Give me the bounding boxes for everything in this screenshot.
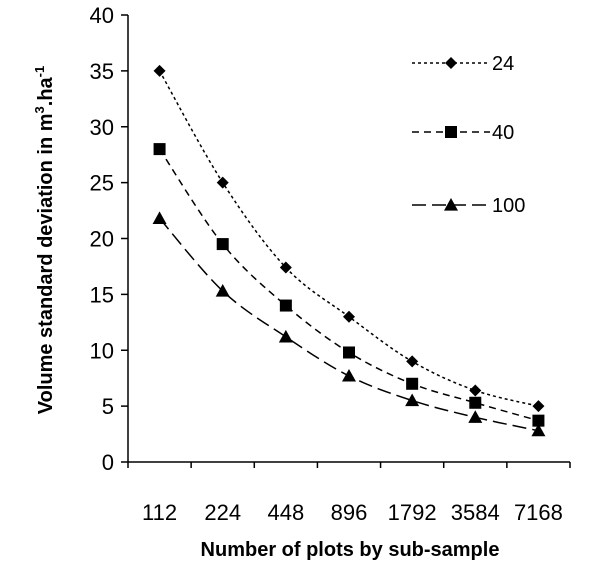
data-point-40 (216, 238, 229, 251)
data-point-40 (406, 377, 419, 390)
legend-marker-square (445, 126, 457, 138)
y-ticks: 0 5 10 15 20 25 30 35 40 (90, 3, 128, 475)
axes (127, 15, 570, 463)
series-24 (153, 64, 545, 413)
y-tick-label: 15 (90, 282, 114, 307)
data-point-40 (469, 396, 482, 409)
legend-marker-diamond (445, 57, 457, 69)
legend-label: 100 (492, 195, 525, 217)
data-point-100 (405, 393, 420, 407)
data-point-40 (153, 143, 166, 156)
y-tick-label: 5 (102, 394, 114, 419)
y-tick-label: 25 (90, 171, 114, 196)
series-line-24 (158, 70, 539, 407)
x-tick-label: 1792 (388, 500, 437, 525)
data-point-100 (468, 410, 483, 423)
data-point-24 (343, 310, 355, 323)
data-point-100 (531, 423, 546, 437)
data-point-100 (278, 329, 293, 343)
data-point-24 (279, 261, 292, 274)
x-ticks: 112 224 448 896 1792 3584 7168 (127, 462, 571, 525)
y-tick-label: 30 (90, 115, 114, 140)
y-tick-label: 10 (90, 338, 114, 363)
data-point-40 (532, 414, 545, 427)
y-axis-title-mid: .ha (35, 76, 57, 106)
y-tick-label: 35 (90, 59, 114, 84)
legend: 24 40 100 (412, 53, 525, 217)
legend-item-24: 24 (412, 53, 514, 75)
legend-item-100: 100 (412, 195, 525, 217)
y-axis-title: Volume standard deviation in m3.ha-1 (32, 66, 57, 415)
data-point-100 (152, 211, 167, 224)
y-tick-label: 20 (90, 227, 114, 252)
data-point-24 (532, 400, 545, 413)
x-tick-label: 896 (331, 500, 368, 525)
legend-marker-triangle (444, 198, 458, 211)
legend-item-40: 40 (412, 122, 514, 144)
y-tick-label: 40 (90, 3, 114, 28)
x-tick-label: 7168 (514, 500, 563, 525)
x-tick-label: 448 (267, 500, 304, 525)
x-tick-label: 112 (142, 500, 177, 525)
y-tick-label: 0 (102, 450, 114, 475)
series-100 (152, 211, 546, 437)
data-point-24 (153, 64, 166, 77)
x-tick-label: 3584 (451, 500, 500, 525)
y-axis-title-sup2: -1 (32, 66, 47, 78)
data-point-100 (342, 368, 356, 382)
series-40 (153, 143, 545, 427)
x-axis-title: Number of plots by sub-sample (201, 539, 500, 561)
y-axis-title-sup1: 3 (32, 106, 47, 113)
series-line-100 (159, 217, 539, 432)
data-point-100 (215, 284, 230, 297)
y-axis-title-main: Volume standard deviation in m (35, 113, 57, 414)
legend-label: 24 (492, 53, 514, 75)
x-tick-label: 224 (204, 500, 241, 525)
data-point-24 (469, 384, 482, 397)
data-point-24 (216, 176, 229, 189)
legend-label: 40 (492, 122, 514, 144)
data-point-40 (343, 346, 355, 359)
data-point-40 (279, 299, 292, 312)
data-point-24 (406, 355, 419, 368)
series-layer (152, 64, 546, 437)
